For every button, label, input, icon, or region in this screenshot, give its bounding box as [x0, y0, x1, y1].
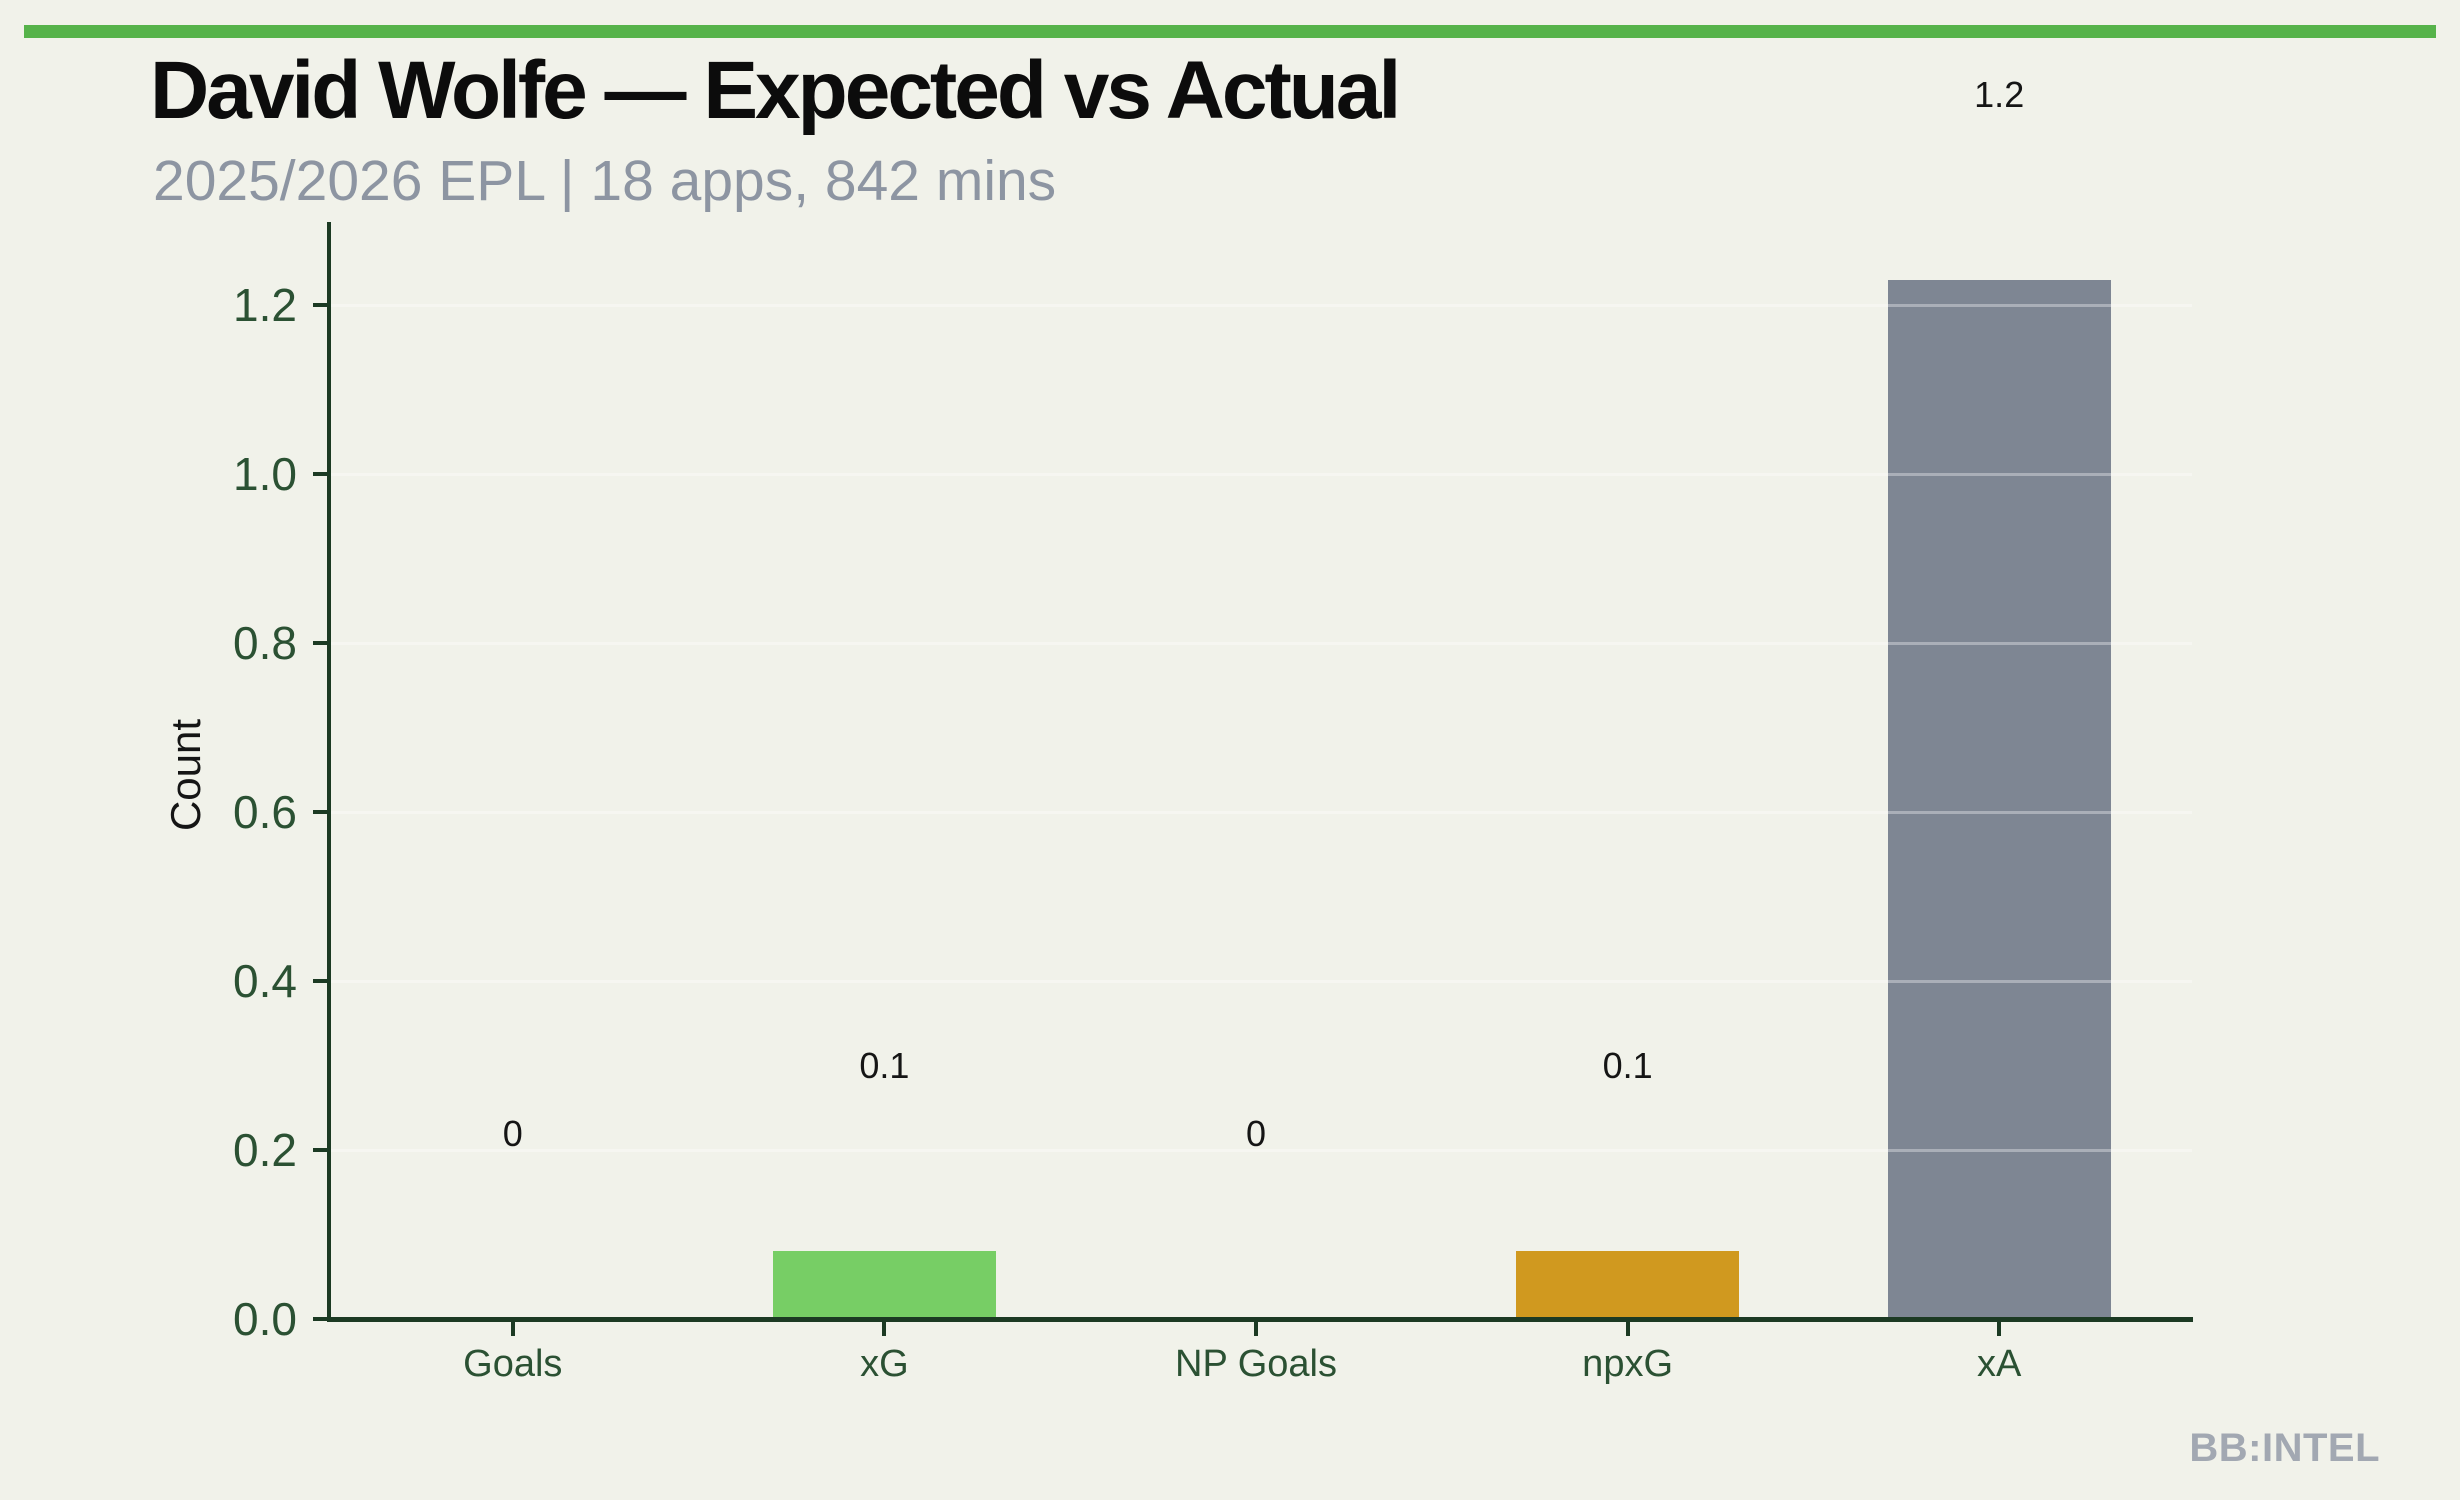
x-tick-goals — [510, 1321, 515, 1336]
bar-value-label-goals: 0 — [502, 1113, 523, 1154]
bar-npxg — [1516, 1251, 1740, 1318]
top-accent-bar — [24, 25, 2436, 38]
bar-value-label-npxg: 0.1 — [1602, 1045, 1653, 1086]
y-tick-label-0.0: 0.0 — [233, 1293, 297, 1345]
y-tick-label-0.4: 0.4 — [233, 955, 297, 1007]
y-tick-label-1.2: 1.2 — [233, 279, 297, 331]
bar-value-label-xg: 0.1 — [859, 1045, 910, 1086]
x-tick-label-goals: Goals — [463, 1343, 563, 1385]
chart-subtitle: 2025/2026 EPL | 18 apps, 842 mins — [153, 149, 1057, 213]
gridline-1.0 — [331, 473, 2192, 476]
y-tick-label-1.0: 1.0 — [233, 448, 297, 500]
x-tick-xa — [1997, 1321, 2002, 1336]
y-tick-label-0.2: 0.2 — [233, 1124, 297, 1176]
x-tick-xg — [882, 1321, 887, 1336]
gridline-0.6 — [331, 811, 2192, 814]
x-tick-label-np-goals: NP Goals — [1175, 1343, 1337, 1385]
bar-xa — [1887, 280, 2111, 1318]
chart-title: David Wolfe — Expected vs Actual — [150, 45, 1401, 136]
y-tick-0.0 — [313, 1317, 328, 1321]
x-tick-npxg — [1625, 1321, 1630, 1336]
y-tick-1.2 — [313, 303, 328, 307]
y-tick-0.4 — [313, 979, 328, 983]
bar-value-label-xa: 1.2 — [1974, 74, 2025, 115]
bar-value-label-np-goals: 0 — [1245, 1113, 1267, 1154]
y-tick-label-0.6: 0.6 — [233, 786, 297, 838]
gridline-0.2 — [331, 1149, 2192, 1152]
x-axis-line — [327, 1317, 2193, 1322]
y-tick-label-0.8: 0.8 — [233, 617, 297, 669]
y-tick-0.8 — [313, 641, 328, 645]
y-axis-title: Count — [162, 718, 209, 832]
y-axis-line — [327, 222, 331, 1320]
gridline-0.8 — [331, 642, 2192, 645]
gridline-1.2 — [331, 304, 2192, 307]
watermark-logo: BB:INTEL — [2189, 1426, 2380, 1470]
x-tick-np-goals — [1254, 1321, 1258, 1336]
x-tick-label-xa: xA — [1977, 1343, 2022, 1385]
y-tick-1.0 — [313, 472, 328, 476]
bar-xg — [772, 1251, 996, 1318]
y-tick-0.2 — [313, 1148, 328, 1152]
x-tick-label-xg: xG — [860, 1343, 909, 1385]
y-tick-0.6 — [313, 810, 328, 814]
gridline-0.4 — [331, 980, 2192, 983]
x-tick-label-npxg: npxG — [1582, 1343, 1674, 1385]
